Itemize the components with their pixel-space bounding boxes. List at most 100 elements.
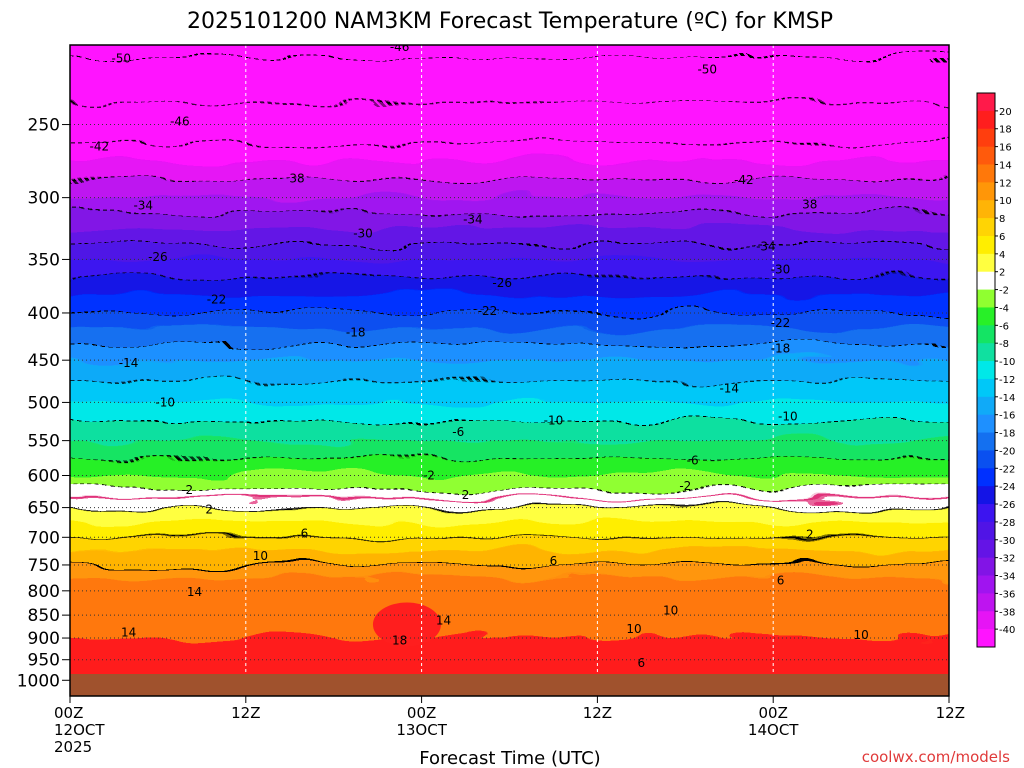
contour-label-29: -2 xyxy=(679,479,691,493)
contour-label-44: 6 xyxy=(638,656,646,670)
contour-label-39: 14 xyxy=(121,626,136,640)
colorbar-label-6: 8 xyxy=(999,214,1005,225)
colorbar-label-24: -30 xyxy=(999,536,1015,547)
x-tick-label-48-0: 00Z xyxy=(759,704,788,722)
y-tick-label-250: 250 xyxy=(28,116,60,136)
x-tick-label-36-0: 12Z xyxy=(583,704,612,722)
colorbar-swatch-0 xyxy=(977,93,995,112)
credit-text: coolwx.com/models xyxy=(862,748,1010,766)
colorbar-swatch-24 xyxy=(977,521,995,541)
colorbar-label-26: -34 xyxy=(999,572,1015,583)
contour-label-4: -42 xyxy=(89,139,109,153)
contour-label-16: -22 xyxy=(478,304,498,318)
y-tick-label-950: 950 xyxy=(28,651,60,671)
colorbar-label-14: -10 xyxy=(999,357,1015,368)
ground-terrain xyxy=(70,674,949,696)
colorbar-label-27: -36 xyxy=(999,589,1015,600)
warm-patch-18 xyxy=(372,602,441,647)
colorbar-label-4: 12 xyxy=(999,178,1012,189)
contour-label-15: -22 xyxy=(207,293,227,307)
y-tick-label-700: 700 xyxy=(28,528,60,548)
colorbar-swatch-8 xyxy=(977,235,995,255)
contour-label-43: 18 xyxy=(392,634,407,648)
colorbar-swatch-6 xyxy=(977,200,995,219)
y-tick-label-800: 800 xyxy=(28,582,60,602)
contour-label-13: -30 xyxy=(771,263,791,277)
y-tick-label-650: 650 xyxy=(28,499,60,519)
colorbar-label-29: -40 xyxy=(999,625,1015,636)
y-tick-label-750: 750 xyxy=(28,556,60,576)
colorbar-swatch-21 xyxy=(977,468,995,487)
contour-label-5: -42 xyxy=(734,173,754,187)
y-tick-label-350: 350 xyxy=(28,250,60,270)
colorbar-swatch-25 xyxy=(977,539,995,559)
colorbar-label-19: -20 xyxy=(999,446,1015,457)
contour-label-18: -18 xyxy=(346,326,366,340)
y-tick-label-450: 450 xyxy=(28,351,60,371)
colorbar-swatch-13 xyxy=(977,325,995,344)
colorbar-swatch-4 xyxy=(977,164,995,183)
colorbar-swatch-28 xyxy=(977,593,995,612)
x-tick-label-60-0: 12Z xyxy=(936,704,965,722)
contour-label-35: 6 xyxy=(777,574,785,588)
colorbar-swatch-3 xyxy=(977,146,995,165)
colorbar-swatch-7 xyxy=(977,218,995,237)
contour-label-11: -34 xyxy=(756,240,776,254)
colorbar-swatch-30 xyxy=(977,629,995,648)
colorbar-label-22: -26 xyxy=(999,500,1015,511)
colorbar-label-18: -18 xyxy=(999,429,1015,440)
x-tick-label-48-1: 14OCT xyxy=(748,721,799,739)
colorbar-label-7: 6 xyxy=(999,232,1005,243)
y-axis: 250 300 350 400 450 500 550 600 650 700 750 800 850 9… xyxy=(17,116,70,691)
colorbar-swatch-22 xyxy=(977,486,995,505)
colorbar-swatch-14 xyxy=(977,343,995,362)
x-tick-label-0-1: 12OCT xyxy=(54,721,105,739)
x-tick-label-24-0: 00Z xyxy=(407,704,436,722)
contour-label-8: -34 xyxy=(133,199,153,213)
colorbar-swatch-15 xyxy=(977,361,995,380)
contour-label-14: -26 xyxy=(492,276,512,290)
contour-label-1: -46 xyxy=(390,40,410,54)
contour-label-3: -46 xyxy=(170,114,190,128)
contour-label-26: -6 xyxy=(687,454,699,468)
x-tick-label-24-1: 13OCT xyxy=(396,721,447,739)
colorbar-label-8: 4 xyxy=(999,250,1005,261)
contour-label-9: -34 xyxy=(463,213,483,227)
x-axis-label: Forecast Time (UTC) xyxy=(419,748,600,768)
contour-label-10: -30 xyxy=(353,226,373,240)
contour-label-42: 10 xyxy=(853,628,868,642)
contour-label-21: -14 xyxy=(719,382,739,396)
colorbar-swatch-2 xyxy=(977,128,995,148)
contour-label-27: -2 xyxy=(423,469,435,483)
colorbar-swatch-29 xyxy=(977,611,995,630)
contour-label-33: 6 xyxy=(301,526,309,540)
colorbar: 20 18 16 14 12 10 8 6 4 2 -2 -4 -6 -8 -10 -12 -14 -16 -18 -… xyxy=(976,92,1015,648)
contour-label-40: 10 xyxy=(663,603,678,617)
contour-label-41: 10 xyxy=(626,622,641,636)
colorbar-label-16: -14 xyxy=(999,393,1015,404)
contour-labels: -50-46-50-46-42-423838-34-34-30-34-26-30… xyxy=(89,40,868,670)
contour-label-34: 6 xyxy=(550,554,558,568)
contour-label-23: -10 xyxy=(544,413,564,427)
colorbar-label-23: -28 xyxy=(999,518,1015,529)
y-tick-label-550: 550 xyxy=(28,432,60,452)
chart-title: 2025101200 NAM3KM Forecast Temperature (… xyxy=(187,9,833,34)
colorbar-swatch-1 xyxy=(977,110,995,130)
y-tick-label-1000: 1000 xyxy=(17,671,60,691)
colorbar-label-17: -16 xyxy=(999,411,1015,422)
contour-label-38: 14 xyxy=(436,614,451,628)
colorbar-swatch-17 xyxy=(977,396,995,416)
contour-label-31: 2 xyxy=(462,488,470,502)
colorbar-label-20: -22 xyxy=(999,464,1015,475)
colorbar-label-25: -32 xyxy=(999,554,1015,565)
contour-label-22: -10 xyxy=(155,395,175,409)
colorbar-label-28: -38 xyxy=(999,607,1015,618)
y-tick-label-850: 850 xyxy=(28,606,60,626)
colorbar-swatch-23 xyxy=(977,504,995,523)
colorbar-label-9: 2 xyxy=(999,268,1005,279)
colorbar-label-11: -4 xyxy=(999,303,1009,314)
y-tick-label-300: 300 xyxy=(28,189,60,209)
colorbar-swatch-5 xyxy=(977,182,995,201)
